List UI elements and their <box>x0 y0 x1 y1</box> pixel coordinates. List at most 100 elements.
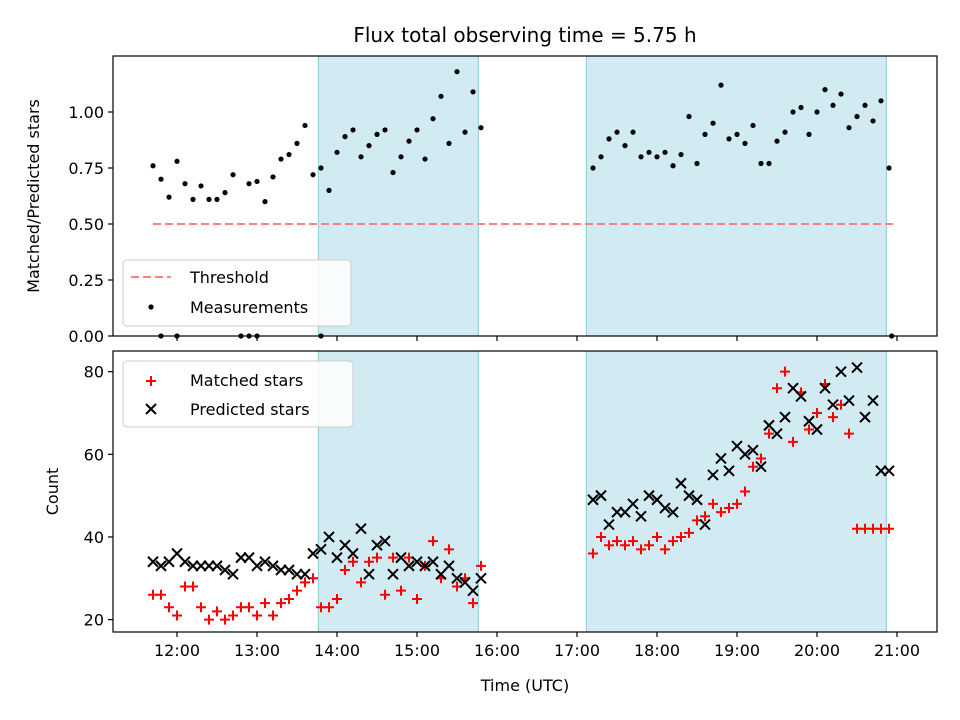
measurement-point <box>798 104 804 111</box>
predicted-star-marker <box>307 547 319 560</box>
x-tick-label: 18:00 <box>634 641 680 660</box>
measurement-point <box>270 174 276 180</box>
measurement-point <box>246 181 252 187</box>
matched-star-marker <box>604 540 614 551</box>
matched-star-marker <box>812 407 822 418</box>
predicted-star-marker <box>587 494 599 506</box>
predicted-star-marker <box>659 502 671 514</box>
y-tick-label: 0.75 <box>68 159 104 178</box>
measurement-point <box>294 140 300 146</box>
measurement-point <box>454 69 460 75</box>
predicted-star-marker <box>419 560 431 572</box>
legend-label: Matched stars <box>190 371 303 390</box>
measurement-point <box>382 127 388 133</box>
matched-star-marker <box>828 412 838 423</box>
measurement-point <box>678 151 684 158</box>
predicted-star-marker <box>371 539 383 551</box>
chart-title: Flux total observing time = 5.75 h <box>353 23 696 47</box>
measurement-point <box>606 136 612 142</box>
predicted-star-marker <box>363 568 375 580</box>
matched-star-marker <box>204 614 214 625</box>
matched-star-marker <box>628 536 638 547</box>
measurement-point <box>278 156 284 162</box>
matched-star-marker <box>780 366 790 377</box>
predicted-star-marker <box>819 382 831 394</box>
matched-star-marker <box>244 602 254 613</box>
legend: Threshold Measurements <box>122 259 352 327</box>
predicted-star-marker <box>683 489 695 502</box>
measurement-point <box>262 199 268 205</box>
measurement-point <box>446 140 452 146</box>
measurement-point <box>598 154 604 160</box>
matched-star-marker <box>372 552 382 563</box>
predicted-star-marker <box>723 465 735 477</box>
measurement-point <box>366 143 372 149</box>
matched-star-marker <box>620 540 630 551</box>
measurement-point <box>734 131 740 137</box>
measurement-point <box>870 118 876 124</box>
matched-star-marker <box>428 536 438 547</box>
predicted-star-marker <box>331 551 343 564</box>
shaded-interval <box>585 55 887 337</box>
predicted-star-marker <box>699 518 711 531</box>
measurement-point <box>822 87 828 93</box>
measurement-point <box>166 194 172 200</box>
measurement-point <box>342 134 348 140</box>
predicted-star-marker <box>755 460 767 473</box>
measurement-point <box>614 129 620 135</box>
matched-star-marker <box>788 436 798 447</box>
y-axis-title: Count <box>43 468 62 516</box>
predicted-star-marker <box>411 556 423 568</box>
plot-frame <box>112 350 938 633</box>
predicted-star-marker <box>851 361 863 374</box>
measurement-point <box>374 131 380 137</box>
shaded-interval <box>585 350 887 633</box>
matched-star-marker <box>708 498 718 509</box>
matched-star-marker <box>764 428 774 439</box>
measurement-point <box>694 160 700 167</box>
legend-label: Threshold <box>189 268 269 287</box>
measurement-point <box>646 149 652 155</box>
predicted-star-marker <box>635 510 647 523</box>
matched-star-marker <box>716 507 726 518</box>
matched-star-marker <box>596 531 606 542</box>
measurement-point <box>390 169 396 176</box>
matched-star-marker <box>364 556 374 567</box>
measurement-point <box>406 138 412 144</box>
measurement-point <box>878 98 884 104</box>
predicted-star-marker <box>739 448 751 461</box>
predicted-star-marker <box>707 469 719 481</box>
legend: Matched stars Predicted stars <box>122 360 354 428</box>
y-tick-label: 40 <box>84 528 104 547</box>
measurement-point <box>662 149 668 155</box>
measurement-point <box>190 196 196 202</box>
predicted-star-marker <box>691 494 703 506</box>
legend-predicted-swatch <box>145 403 157 415</box>
matched-star-marker <box>748 461 758 472</box>
measurement-point <box>318 165 324 171</box>
measurement-point <box>806 131 812 137</box>
matched-star-marker <box>220 614 230 625</box>
predicted-star-marker <box>883 465 895 477</box>
measurement-point <box>630 129 636 135</box>
predicted-star-marker <box>827 399 839 411</box>
predicted-star-marker <box>227 568 239 580</box>
matched-star-marker <box>476 560 486 571</box>
matched-star-marker <box>156 589 166 600</box>
matched-star-marker <box>844 428 854 439</box>
measurement-point <box>462 129 468 135</box>
predicted-star-marker <box>299 568 311 580</box>
measurement-point <box>414 127 420 133</box>
y-tick-label: 60 <box>84 445 104 464</box>
predicted-star-marker <box>603 518 615 531</box>
measurement-point <box>638 154 644 160</box>
x-tick-label: 14:00 <box>314 641 360 660</box>
predicted-star-marker <box>467 584 479 597</box>
matched-star-marker <box>396 585 406 596</box>
measurement-point <box>230 172 236 178</box>
legend-measurement-swatch <box>148 304 154 310</box>
y-tick-label: 0.25 <box>68 271 104 290</box>
x-tick-label: 15:00 <box>394 641 440 660</box>
matched-star-marker <box>260 598 270 609</box>
predicted-star-marker <box>795 390 807 403</box>
